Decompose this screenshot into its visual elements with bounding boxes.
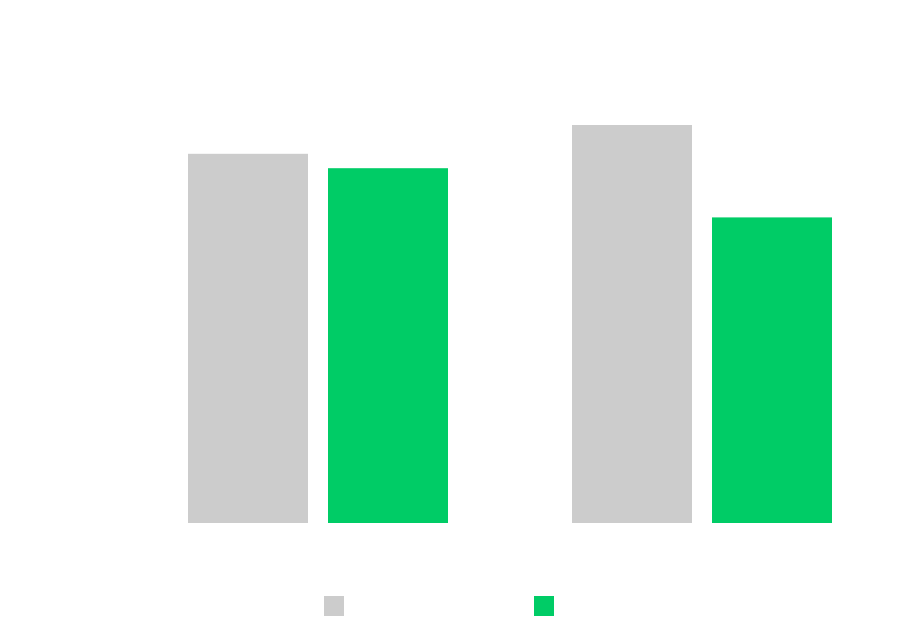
legend-swatch-series-1 <box>324 596 344 616</box>
bars-layer <box>188 125 832 524</box>
bar-series-2-category-1 <box>328 168 448 523</box>
bar-series-2-category-2 <box>712 217 832 523</box>
bar-series-1-category-2 <box>572 125 692 523</box>
legend <box>324 596 554 616</box>
bar-series-1-category-1 <box>188 153 308 524</box>
legend-swatch-series-2 <box>534 596 554 616</box>
